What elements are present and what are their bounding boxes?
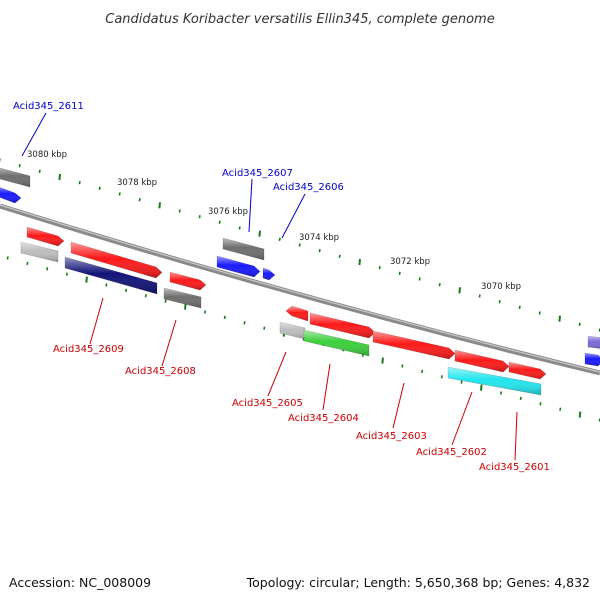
leader-line (515, 412, 517, 460)
scale-label: 3080 kbp (27, 150, 67, 160)
leader-line (249, 179, 252, 232)
scale-tick (501, 392, 502, 395)
scale-tick (259, 231, 260, 237)
scale-tick (39, 170, 40, 173)
scale-tick (244, 321, 245, 324)
gene-arrow[interactable] (286, 306, 308, 321)
gene-arrow[interactable] (0, 186, 21, 203)
scale-label: 3076 kbp (208, 207, 248, 217)
topology-summary: Topology: circular; Length: 5,650,368 bp… (246, 575, 590, 590)
scale-label: 3070 kbp (481, 282, 521, 292)
scale-tick (540, 402, 541, 405)
gene-track (0, 167, 600, 395)
gene-arrow[interactable] (263, 268, 275, 280)
scale-tick (419, 278, 420, 281)
gene-label[interactable]: Acid345_2602 (416, 447, 487, 458)
accession-text: Accession: NC_008009 (9, 575, 151, 590)
scale-tick (339, 255, 340, 258)
gene-label[interactable]: Acid345_2607 (222, 168, 293, 179)
scale-tick (319, 249, 320, 252)
scale-tick (159, 202, 160, 208)
scale-tick (47, 267, 48, 270)
leader-line (282, 194, 305, 238)
scale-tick (99, 187, 100, 190)
leader-line (162, 320, 176, 366)
scale-tick (239, 227, 240, 230)
scale-label: 3078 kbp (117, 178, 157, 188)
scale-tick (139, 198, 140, 201)
scale-tick (422, 370, 423, 373)
gene-label[interactable]: Acid345_2608 (125, 366, 196, 377)
scale-tick (27, 262, 28, 265)
scale-tick (264, 327, 265, 330)
scale-label: 3072 kbp (390, 257, 430, 267)
scale-tick (179, 210, 180, 213)
gene-label[interactable]: Acid345_2604 (288, 413, 359, 424)
scale-tick (7, 257, 8, 260)
scale-tick (579, 323, 580, 326)
scale-tick (79, 181, 80, 184)
leader-line (452, 392, 472, 445)
scale-tick (379, 266, 380, 269)
scale-tick (224, 316, 225, 319)
scale-tick (359, 259, 360, 265)
scale-tick (499, 300, 500, 303)
scale-tick (459, 287, 460, 293)
scale-tick (19, 164, 20, 167)
scale-tick (67, 273, 68, 276)
scale-tick (219, 221, 220, 224)
gene-label[interactable]: Acid345_2609 (53, 344, 124, 355)
scale-tick (299, 244, 300, 247)
leader-line (323, 364, 330, 410)
scale-tick (106, 284, 107, 287)
scale-tick (382, 358, 383, 364)
gene-arrow[interactable] (27, 227, 64, 246)
scale-tick (402, 365, 403, 368)
gene-label[interactable]: Acid345_2601 (479, 462, 550, 473)
scale-tick (205, 311, 206, 314)
scale-tick (126, 289, 127, 292)
gene-arrow[interactable] (585, 353, 600, 366)
scale-tick (539, 312, 540, 315)
genome-map: Candidatus Koribacter versatilis Ellin34… (0, 0, 600, 600)
scale-tick (119, 193, 120, 196)
gene-arrow[interactable] (455, 350, 509, 372)
scale-tick (560, 408, 561, 411)
scale-tick (479, 295, 480, 298)
scale-tick (59, 174, 60, 180)
gene-arrow[interactable] (223, 238, 264, 260)
leader-line (268, 352, 286, 396)
scale-label: 3074 kbp (299, 233, 339, 243)
leader-line (393, 383, 404, 428)
scale-tick (199, 215, 200, 218)
leader-line (90, 298, 103, 344)
gene-label[interactable]: Acid345_2611 (13, 101, 84, 112)
map-title: Candidatus Koribacter versatilis Ellin34… (105, 12, 494, 27)
gene-arrow[interactable] (588, 336, 600, 349)
gene-label[interactable]: Acid345_2606 (273, 182, 344, 193)
scale-tick (86, 277, 87, 283)
scale-tick (279, 238, 280, 241)
scale-tick (399, 272, 400, 275)
scale-tick (520, 397, 521, 400)
gene-arrow[interactable] (21, 242, 58, 262)
scale-tick (519, 306, 520, 309)
gene-arrow[interactable] (509, 362, 546, 379)
scale-tick (580, 412, 581, 418)
gene-arrow[interactable] (164, 288, 201, 308)
gene-arrow[interactable] (170, 272, 206, 290)
scale-tick (461, 381, 462, 384)
scale-tick (481, 385, 482, 391)
scale-tick (442, 375, 443, 378)
scale-tick (559, 316, 560, 322)
gene-label[interactable]: Acid345_2605 (232, 398, 303, 409)
gene-label[interactable]: Acid345_2603 (356, 431, 427, 442)
scale-tick (439, 283, 440, 286)
gene-arrow[interactable] (0, 167, 30, 187)
scale-tick (165, 300, 166, 303)
scale-tick (146, 294, 147, 297)
